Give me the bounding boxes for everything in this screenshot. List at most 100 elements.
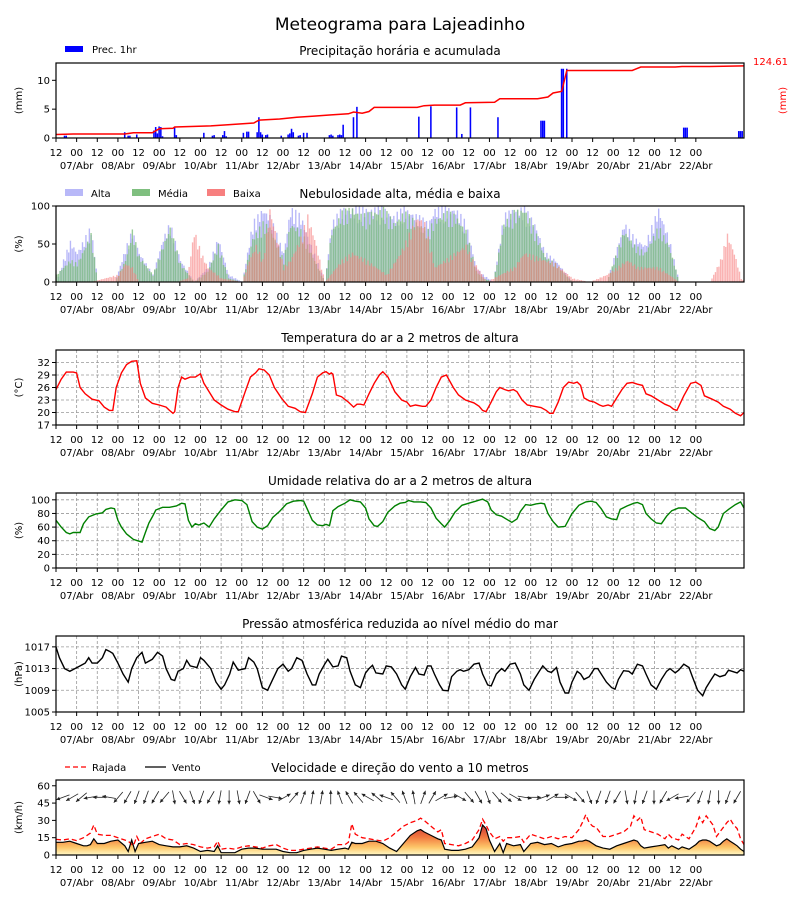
cloud-bar-media: [444, 221, 447, 282]
cloud-bar-baixa: [393, 263, 395, 282]
cloud-bar-baixa: [417, 219, 419, 282]
cloud-bar-baixa: [714, 272, 717, 282]
x-day-label: 08/Abr: [101, 448, 135, 459]
x-day-label: 13/Abr: [308, 878, 342, 889]
panel-wind: Velocidade e direção do vento a 10 metro…: [14, 761, 745, 889]
cloud-bar-media: [353, 214, 355, 282]
panel-precip: Precipitação horária e acumulada 0 5 10 (mm)…: [14, 44, 789, 172]
cloud-bar-baixa: [516, 262, 519, 282]
cloud-bar-baixa: [468, 251, 471, 282]
cloud-bar-baixa: [293, 253, 295, 282]
cloud-bar-media: [336, 225, 338, 282]
x-tick-label: 12: [297, 435, 310, 446]
x-tick-label: 12: [215, 578, 228, 589]
wind-arrow-head: [580, 798, 585, 803]
x-tick-label: 00: [153, 578, 166, 589]
cloud-bar-baixa: [503, 273, 505, 282]
panel-title: Temperatura do ar a 2 metros de altura: [280, 331, 519, 345]
cloud-bar-media: [377, 214, 380, 282]
cloud-bar-media: [183, 268, 185, 282]
cloud-bar-baixa: [484, 279, 486, 282]
x-tick-label: 00: [442, 148, 455, 159]
cloud-bar-baixa: [124, 264, 127, 282]
x-day-label: 21/Abr: [638, 161, 672, 172]
wind-arrow-head: [217, 800, 222, 805]
x-day-label: 19/Abr: [555, 161, 589, 172]
x-day-label: 10/Abr: [184, 878, 218, 889]
wind-arrow-head: [641, 799, 646, 804]
x-tick-label: 00: [442, 435, 455, 446]
cloud-bar-baixa: [439, 264, 441, 282]
cloud-bar-media: [532, 225, 534, 282]
cloud-bar-media: [346, 223, 349, 282]
cloud-bar-media: [384, 223, 386, 282]
cloud-bar-baixa: [295, 251, 297, 282]
cloud-bar-baixa: [362, 261, 364, 282]
cloud-bar-media: [530, 233, 533, 282]
wind-arrow-head: [666, 797, 671, 801]
cloud-bar-baixa: [673, 278, 675, 282]
y-tick-label: 45: [37, 799, 50, 810]
cloud-bar-media: [164, 240, 166, 282]
wind-arrow-head: [659, 799, 664, 804]
x-tick-label: 12: [421, 578, 434, 589]
cloud-bar-baixa: [303, 225, 306, 282]
x-day-label: 13/Abr: [308, 591, 342, 602]
cloud-bar-baixa: [319, 259, 321, 282]
cloud-bar-media: [288, 231, 290, 282]
cloud-bar-baixa: [400, 255, 402, 282]
cloud-bar-media: [286, 247, 288, 282]
x-tick-label: 12: [132, 578, 145, 589]
cloud-bar-baixa: [472, 259, 474, 282]
wind-arrow-head: [432, 791, 436, 796]
x-day-label: 12/Abr: [266, 305, 300, 316]
x-day-label: 09/Abr: [142, 448, 176, 459]
cloud-bar-media: [157, 259, 159, 282]
precip-bar: [158, 126, 160, 138]
cloud-bar-media: [334, 226, 337, 282]
wind-arrow-head: [625, 800, 629, 805]
cloud-bar-baixa: [537, 260, 539, 282]
cloud-bar-media: [260, 237, 263, 282]
cloud-bar-baixa: [546, 262, 548, 282]
cloud-bar-baixa: [499, 275, 502, 282]
plot-frame: [55, 635, 745, 713]
x-tick-label: 12: [462, 435, 475, 446]
cloud-bar-media: [338, 218, 340, 282]
cloud-bar-baixa: [422, 227, 424, 282]
cloud-bar-baixa: [575, 279, 577, 282]
wind-arrow-head: [256, 799, 261, 804]
cloud-bar-baixa: [429, 253, 431, 282]
cloud-bar-baixa: [639, 270, 641, 282]
x-tick-label: 00: [524, 722, 537, 733]
y-tick-label: 60: [37, 523, 50, 534]
x-day-label: 11/Abr: [225, 591, 259, 602]
x-tick-label: 00: [648, 292, 661, 303]
x-day-label: 14/Abr: [349, 735, 383, 746]
wind-arrow-head: [328, 790, 333, 794]
cloud-bar-baixa: [300, 236, 302, 282]
cloud-bar-baixa: [529, 253, 531, 282]
cloud-bar-baixa: [97, 280, 99, 282]
cloud-bar-baixa: [248, 261, 251, 282]
plot-frame: [55, 349, 745, 426]
y-tick-label: 40: [37, 536, 50, 547]
wind-arrow-head: [294, 791, 299, 796]
y-tick-label: 5: [44, 105, 50, 116]
cloud-bar-baixa: [343, 263, 345, 282]
precip-bar: [266, 134, 269, 138]
cloud-bar-baixa: [654, 269, 656, 282]
precip-bar: [356, 106, 358, 138]
x-tick-label: 12: [628, 435, 641, 446]
cloud-bar-media: [621, 234, 624, 282]
cloud-bar-baixa: [530, 259, 533, 282]
x-tick-label: 00: [648, 435, 661, 446]
x-tick-label: 00: [689, 865, 702, 876]
x-tick-label: 12: [586, 865, 599, 876]
wind-arrow-head: [102, 794, 106, 799]
x-day-label: 19/Abr: [555, 305, 589, 316]
wind-arrow-head: [113, 798, 118, 803]
x-tick-label: 12: [173, 578, 186, 589]
legend-label-alta: Alta: [91, 189, 111, 200]
